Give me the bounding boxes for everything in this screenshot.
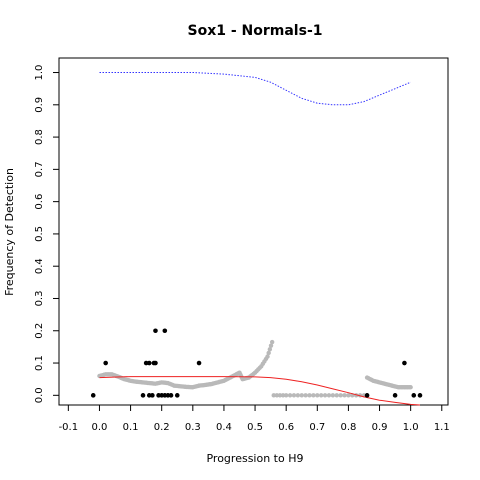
gray-point	[315, 393, 320, 398]
data-point	[146, 360, 152, 366]
y-tick-label: 1.0	[34, 65, 45, 81]
gray-point	[346, 393, 351, 398]
gray-point	[271, 393, 276, 398]
data-point	[150, 393, 155, 398]
gray-point	[330, 393, 336, 398]
y-tick-label: 0.7	[34, 161, 45, 177]
gray-point	[287, 393, 293, 398]
data-point	[162, 328, 168, 334]
blue-dotted-curve	[99, 72, 411, 106]
gray-point	[299, 393, 304, 398]
gray-point	[334, 393, 339, 398]
data-point	[140, 393, 146, 398]
data-point	[402, 360, 407, 366]
y-tick-label: 0.3	[34, 291, 45, 307]
gray-point	[295, 393, 301, 398]
y-tick-label: 0.1	[34, 355, 45, 371]
data-point	[196, 360, 202, 366]
gray-point	[318, 393, 324, 398]
x-tick-label: 0.4	[216, 422, 232, 433]
data-point	[153, 360, 158, 366]
gray-point	[307, 393, 312, 398]
x-tick-label: 0.2	[154, 422, 170, 433]
data-point	[392, 393, 398, 398]
gray-point	[408, 385, 413, 390]
plot-area: -0.1 0.0 0.1 0.2 0.3 0.4 0.5 0.6 0.7 0.8 0.9 1.0 1.1…	[34, 57, 450, 433]
y-tick-label: 0.9	[34, 97, 45, 113]
x-tick-label: 0.3	[185, 422, 201, 433]
y-tick-label: 0.5	[34, 226, 45, 242]
chart-title: Sox1 - Normals-1	[188, 23, 323, 39]
y-tick-label: 0.8	[34, 129, 45, 145]
plot-frame	[58, 57, 449, 406]
x-axis-label: Progression to H9	[206, 452, 303, 465]
gray-point	[274, 393, 280, 398]
data-point	[168, 393, 174, 398]
y-axis-label: Frequency of Detection	[3, 168, 16, 296]
gray-point	[291, 393, 297, 398]
data-point	[417, 393, 423, 398]
data-point	[90, 393, 96, 398]
gray-point	[338, 393, 343, 398]
red-fit-curve	[99, 376, 421, 406]
gray-point	[283, 393, 289, 398]
x-tick-label: 1.1	[434, 422, 450, 433]
y-tick-label: 0.4	[34, 258, 45, 274]
y-tick-label: 0.2	[34, 323, 45, 339]
gray-point	[322, 393, 328, 398]
gray-point	[342, 393, 347, 398]
x-tick-label: 0.8	[340, 422, 356, 433]
data-point	[153, 328, 158, 334]
gray-point	[311, 393, 316, 398]
x-tick-label: -0.1	[59, 422, 79, 433]
data-point	[364, 393, 370, 398]
x-tick-label: 0.0	[92, 422, 108, 433]
gray-point	[277, 393, 283, 398]
gray-point	[265, 354, 270, 359]
x-tick-label: 0.6	[278, 422, 294, 433]
y-tick-label: 0.6	[34, 194, 45, 210]
x-tick-label: 1.0	[403, 422, 419, 433]
gray-point	[267, 347, 273, 352]
data-point	[103, 360, 108, 366]
x-tick-label: 0.5	[247, 422, 263, 433]
x-tick-label: 0.7	[309, 422, 325, 433]
x-tick-label: 0.1	[123, 422, 139, 433]
gray-point	[266, 350, 271, 356]
data-point	[411, 393, 417, 398]
data-point	[174, 393, 180, 398]
gray-point	[268, 343, 274, 348]
gray-point	[280, 393, 286, 398]
y-tick-label: 0.0	[34, 387, 45, 403]
x-tick-label: 0.9	[372, 422, 388, 433]
gray-point	[269, 339, 275, 345]
gray-point	[303, 393, 308, 398]
gray-point	[326, 393, 332, 398]
